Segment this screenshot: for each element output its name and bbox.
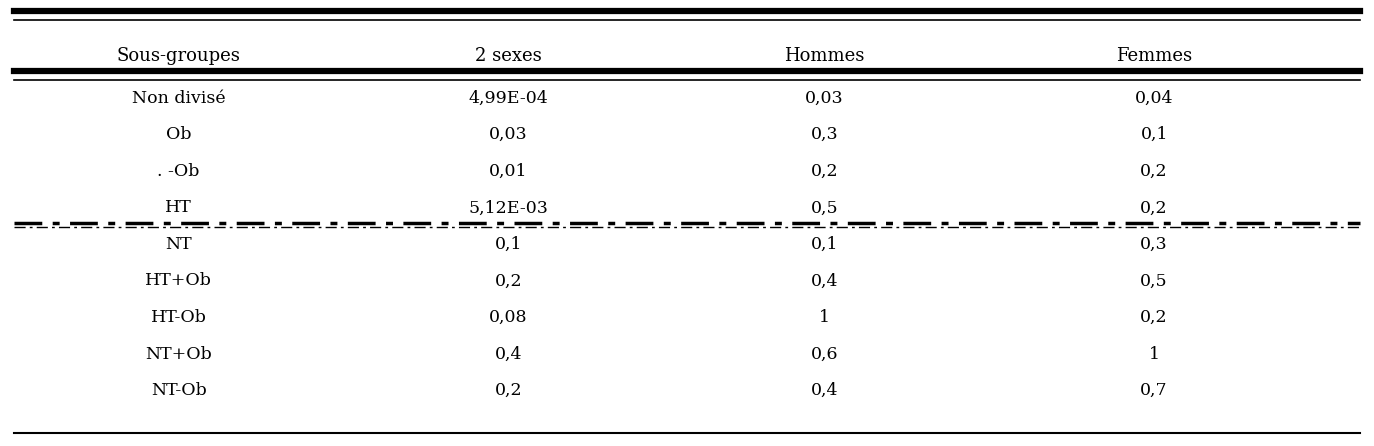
Text: NT: NT	[165, 236, 192, 253]
Text: 0,2: 0,2	[495, 273, 522, 289]
Text: 4,99E-04: 4,99E-04	[469, 90, 548, 107]
Text: HT-Ob: HT-Ob	[151, 309, 206, 326]
Text: 0,6: 0,6	[811, 346, 838, 363]
Text: 0,2: 0,2	[495, 382, 522, 399]
Text: 0,1: 0,1	[495, 236, 522, 253]
Text: 5,12E-03: 5,12E-03	[469, 199, 548, 216]
Text: 0,5: 0,5	[811, 199, 838, 216]
Text: 0,1: 0,1	[811, 236, 838, 253]
Text: 0,4: 0,4	[811, 273, 838, 289]
Text: 1: 1	[1149, 346, 1160, 363]
Text: 0,4: 0,4	[495, 346, 522, 363]
Text: . -Ob: . -Ob	[158, 163, 199, 180]
Text: 0,3: 0,3	[811, 126, 838, 143]
Text: 0,03: 0,03	[489, 126, 528, 143]
Text: HT: HT	[165, 199, 192, 216]
Text: 0,2: 0,2	[811, 163, 838, 180]
Text: Non divisé: Non divisé	[132, 90, 225, 107]
Text: NT+Ob: NT+Ob	[146, 346, 212, 363]
Text: 0,1: 0,1	[1140, 126, 1168, 143]
Text: 0,08: 0,08	[489, 309, 528, 326]
Text: Femmes: Femmes	[1116, 47, 1193, 65]
Text: 0,2: 0,2	[1140, 163, 1168, 180]
Text: 0,2: 0,2	[1140, 199, 1168, 216]
Text: 0,01: 0,01	[489, 163, 528, 180]
Text: HT+Ob: HT+Ob	[146, 273, 212, 289]
Text: 0,7: 0,7	[1140, 382, 1168, 399]
Text: 0,5: 0,5	[1140, 273, 1168, 289]
Text: Ob: Ob	[166, 126, 191, 143]
Text: 0,03: 0,03	[805, 90, 844, 107]
Text: 0,4: 0,4	[811, 382, 838, 399]
Text: NT-Ob: NT-Ob	[151, 382, 206, 399]
Text: Sous-groupes: Sous-groupes	[117, 47, 240, 65]
Text: 0,3: 0,3	[1140, 236, 1168, 253]
Text: 0,2: 0,2	[1140, 309, 1168, 326]
Text: 1: 1	[819, 309, 830, 326]
Text: 0,04: 0,04	[1135, 90, 1173, 107]
Text: 2 sexes: 2 sexes	[475, 47, 541, 65]
Text: Hommes: Hommes	[785, 47, 864, 65]
